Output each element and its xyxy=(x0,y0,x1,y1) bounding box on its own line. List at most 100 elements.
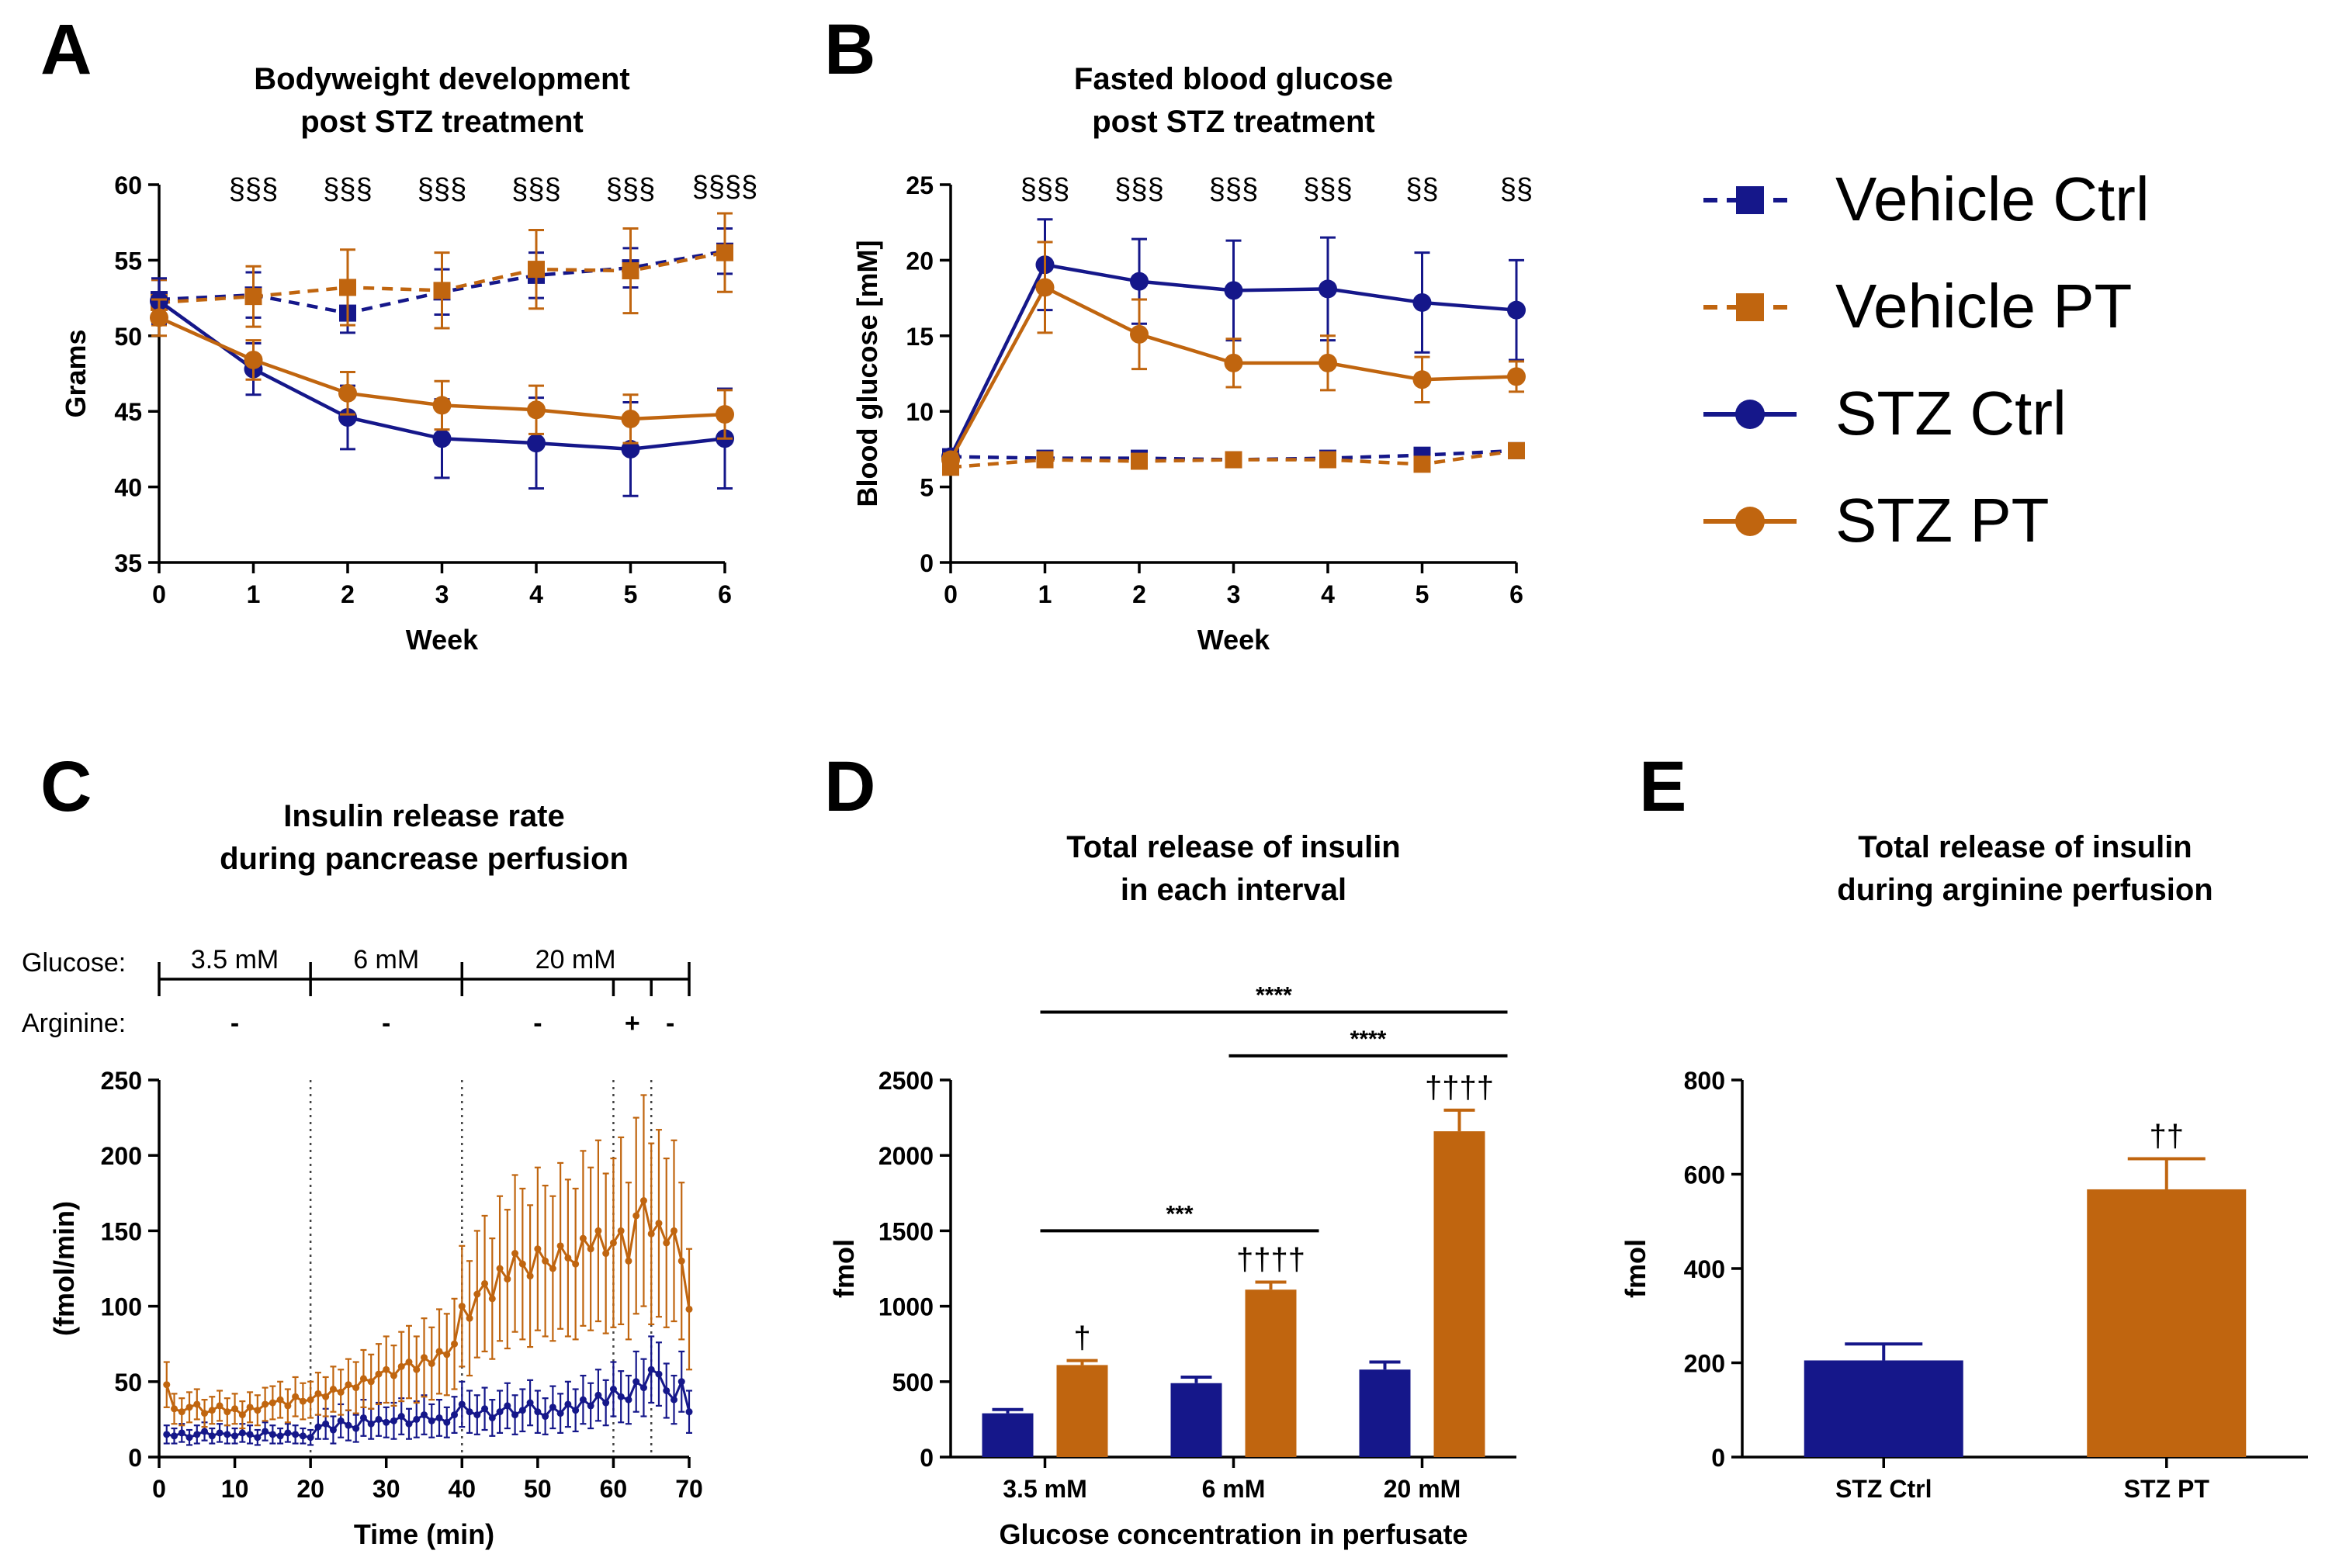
significance-annotation: §§§ xyxy=(418,173,466,206)
x-tick-label: 4 xyxy=(529,580,543,608)
bar xyxy=(1245,1289,1297,1457)
data-point xyxy=(231,1432,239,1440)
data-point xyxy=(632,1378,640,1386)
data-point xyxy=(345,1381,352,1389)
arginine-mark: - xyxy=(382,1009,390,1038)
bar xyxy=(2087,1189,2247,1457)
data-point xyxy=(244,350,263,369)
data-point xyxy=(254,1434,262,1442)
y-tick-label: 800 xyxy=(1684,1067,1725,1095)
data-point xyxy=(367,1420,375,1428)
data-point xyxy=(345,1421,352,1429)
data-point xyxy=(1224,281,1243,300)
data-point xyxy=(339,279,356,296)
data-point xyxy=(216,1402,224,1410)
x-tick-label: 20 mM xyxy=(1384,1475,1461,1503)
data-point xyxy=(254,1407,262,1414)
y-tick-label: 250 xyxy=(101,1067,142,1095)
data-point xyxy=(594,1391,602,1399)
data-point xyxy=(163,1381,171,1389)
y-axis-label: Grams xyxy=(60,329,92,417)
data-point xyxy=(632,1212,640,1220)
data-point xyxy=(602,1250,610,1258)
data-point xyxy=(299,1397,307,1405)
data-point xyxy=(383,1366,390,1373)
data-point xyxy=(269,1431,276,1438)
x-tick-label: 4 xyxy=(1321,580,1335,608)
significance-annotation: §§ xyxy=(1405,173,1438,206)
data-point xyxy=(432,429,452,448)
arginine-mark: - xyxy=(230,1009,239,1038)
data-point xyxy=(421,1354,428,1362)
data-point xyxy=(246,1404,254,1411)
data-point xyxy=(193,1400,201,1408)
data-point xyxy=(338,407,357,427)
x-tick-label: 6 mM xyxy=(1202,1475,1266,1503)
panel-e: Total release of insulin during arginine … xyxy=(1620,830,2308,1503)
bar xyxy=(1804,1360,1963,1457)
data-point xyxy=(1507,300,1526,320)
data-point xyxy=(405,1359,413,1366)
y-tick-label: 50 xyxy=(114,323,142,351)
legend: Vehicle Ctrl Vehicle PT STZ Ctrl STZ PT xyxy=(1703,164,2150,555)
significance-annotation: §§§ xyxy=(323,173,372,206)
x-tick-label: 10 xyxy=(221,1475,249,1503)
data-point xyxy=(1225,451,1242,469)
chart-title: during pancrease perfusion xyxy=(220,842,629,876)
data-point xyxy=(1319,353,1337,372)
y-tick-label: 40 xyxy=(114,474,142,502)
data-point xyxy=(639,1197,647,1205)
data-point xyxy=(941,450,960,469)
y-tick-label: 60 xyxy=(114,171,142,199)
bar xyxy=(982,1413,1034,1457)
y-axis-label: fmol xyxy=(1620,1239,1651,1298)
x-axis-label: Week xyxy=(406,624,479,656)
glucose-interval-label: 3.5 mM xyxy=(191,945,279,974)
x-tick-label: 5 xyxy=(624,580,638,608)
data-point xyxy=(481,1279,489,1287)
panel-letter: C xyxy=(40,747,92,826)
arginine-mark: - xyxy=(666,1009,674,1038)
chart-title: Insulin release rate xyxy=(283,799,564,833)
legend-label: STZ Ctrl xyxy=(1835,379,2067,448)
data-point xyxy=(238,1429,246,1437)
data-point xyxy=(534,1245,542,1253)
data-point xyxy=(390,1417,397,1424)
data-point xyxy=(329,1426,337,1434)
x-tick-label: 1 xyxy=(247,580,261,608)
data-point xyxy=(716,405,734,424)
significance-annotation: §§§ xyxy=(511,173,560,206)
data-point xyxy=(685,1305,693,1313)
y-tick-label: 35 xyxy=(114,549,142,577)
data-point xyxy=(171,1405,178,1413)
data-point xyxy=(518,1407,526,1414)
data-point xyxy=(397,1413,405,1421)
data-point xyxy=(1131,452,1148,470)
data-point xyxy=(655,1220,663,1227)
data-point xyxy=(1224,353,1243,372)
legend-item-vehicle-pt: Vehicle PT xyxy=(1703,272,2132,341)
x-tick-label: 60 xyxy=(600,1475,628,1503)
data-point xyxy=(224,1408,231,1416)
x-tick-label: 3 xyxy=(435,580,449,608)
data-point xyxy=(1735,507,1765,536)
data-point xyxy=(185,1404,193,1411)
data-point xyxy=(1130,272,1149,291)
data-point xyxy=(246,1431,254,1438)
data-point xyxy=(329,1386,337,1393)
x-tick-label: 2 xyxy=(341,580,355,608)
legend-item-stz-pt: STZ PT xyxy=(1703,486,2050,555)
x-tick-label: 2 xyxy=(1132,580,1146,608)
data-point xyxy=(458,1400,466,1408)
bar xyxy=(1170,1383,1222,1457)
data-point xyxy=(685,1408,693,1416)
series-stz-ctrl xyxy=(163,1335,693,1446)
series-vehicle-pt xyxy=(151,212,733,330)
legend-label: Vehicle PT xyxy=(1835,272,2132,341)
x-tick-label: 0 xyxy=(944,580,958,608)
series-stz-pt xyxy=(941,241,1526,469)
data-point xyxy=(352,1384,360,1392)
y-tick-label: 50 xyxy=(114,1369,142,1397)
